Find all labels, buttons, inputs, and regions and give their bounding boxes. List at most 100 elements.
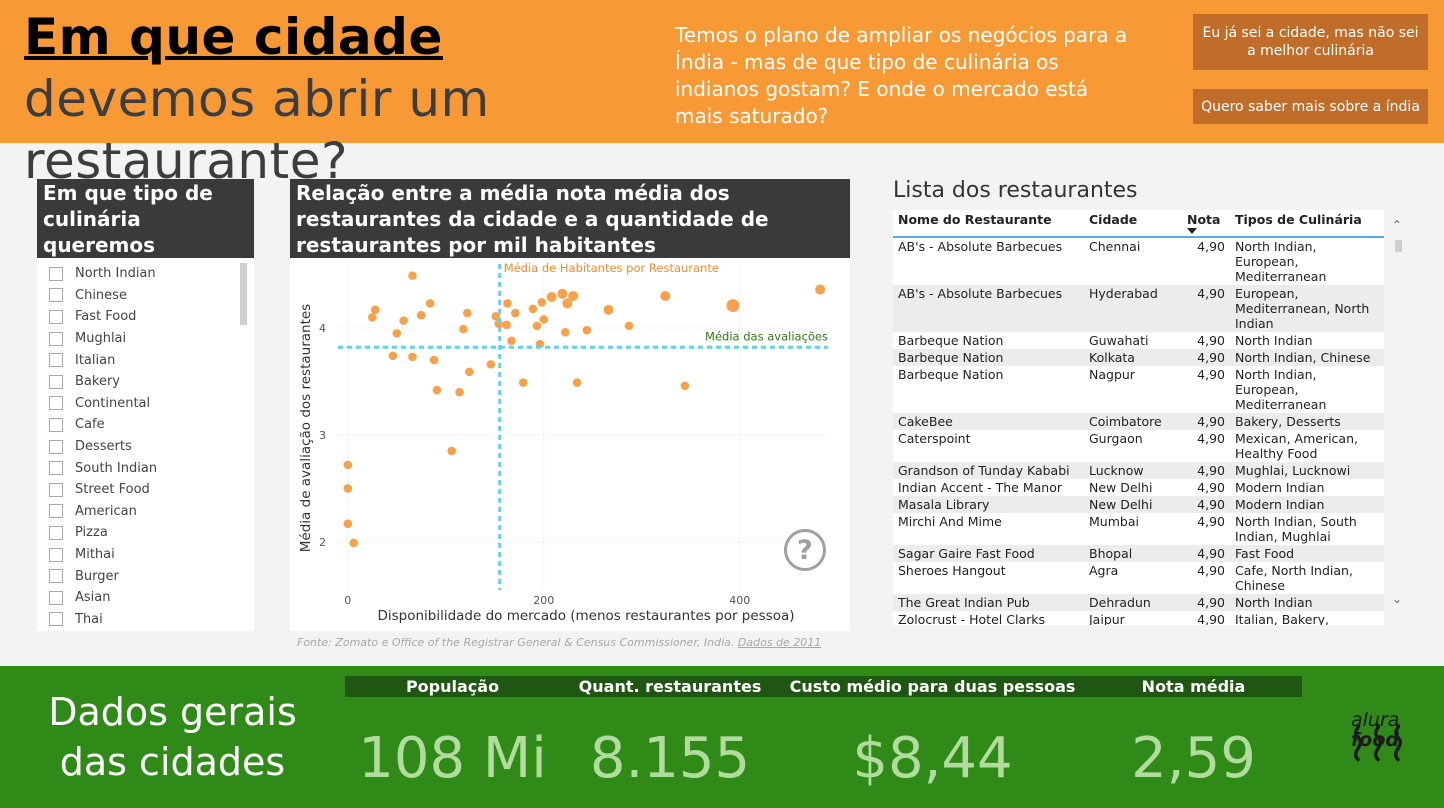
cuisine-filter-label: American xyxy=(75,503,137,519)
checkbox-icon[interactable] xyxy=(49,417,63,432)
cell-city: New Delhi xyxy=(1089,497,1153,512)
table-row[interactable]: AB's - Absolute Barbecues Hyderabad 4,90 Eu… xyxy=(893,285,1384,332)
checkbox-icon[interactable] xyxy=(49,504,63,519)
avg-inhabitants-label: Média de Habitantes por Restaurante xyxy=(504,261,719,275)
cuisine-filter-item[interactable]: North Indian xyxy=(49,263,239,285)
sort-descending-icon xyxy=(1187,228,1197,234)
scroll-up-icon[interactable]: ⌃ xyxy=(1392,218,1403,232)
table-row[interactable]: Barbeque Nation Guwahati 4,90 North Indian xyxy=(893,332,1384,349)
cuisine-filter-item[interactable]: Bakery xyxy=(49,371,239,393)
cuisine-filter-item[interactable]: American xyxy=(49,501,239,523)
cuisine-filter-item[interactable]: Thai xyxy=(49,609,239,631)
kpi-rating-label: Nota média xyxy=(1085,676,1302,697)
checkbox-icon[interactable] xyxy=(49,439,63,454)
table-row[interactable]: The Great Indian Pub Dehradun 4,90 North In… xyxy=(893,594,1384,611)
checkbox-icon[interactable] xyxy=(49,309,63,324)
table-row[interactable]: Zolocrust - Hotel Clarks Amer Jaipur 4,90 I… xyxy=(893,611,1384,625)
checkbox-icon[interactable] xyxy=(49,331,63,346)
cell-restaurant-name: Barbeque Nation xyxy=(898,367,1004,382)
table-row[interactable]: Barbeque Nation Kolkata 4,90 North Indian, … xyxy=(893,349,1384,366)
data-point xyxy=(528,304,538,314)
logo-line-2: food xyxy=(1351,729,1399,751)
help-icon[interactable]: ? xyxy=(784,529,826,571)
checkbox-icon[interactable] xyxy=(49,590,63,605)
cell-city: Mumbai xyxy=(1089,514,1139,529)
filter-scrollbar[interactable] xyxy=(240,263,247,325)
checkbox-icon[interactable] xyxy=(49,353,63,368)
checkbox-icon[interactable] xyxy=(49,525,63,540)
table-row[interactable]: Caterspoint Gurgaon 4,90 Mexican, American,… xyxy=(893,430,1384,462)
data-point xyxy=(343,519,353,529)
x-tick-label: 0 xyxy=(344,594,351,607)
source-link[interactable]: Dados de 2011 xyxy=(737,636,822,649)
data-point xyxy=(582,325,592,335)
cuisine-filter-item[interactable]: Chinese xyxy=(49,285,239,307)
col-header-cuisines[interactable]: Tipos de Culinária xyxy=(1230,210,1384,238)
learn-india-button[interactable]: Quero saber mais sobre a índia xyxy=(1193,89,1428,124)
table-row[interactable]: Mirchi And Mime Mumbai 4,90 North Indian, S… xyxy=(893,513,1384,545)
table-row[interactable]: Indian Accent - The Manor New Delhi 4,90 Mo… xyxy=(893,479,1384,496)
checkbox-icon[interactable] xyxy=(49,612,63,627)
known-city-button[interactable]: Eu já sei a cidade, mas não sei a melhor… xyxy=(1193,14,1428,70)
col-header-name[interactable]: Nome do Restaurante xyxy=(893,210,1084,238)
y-tick-label: 3 xyxy=(319,429,326,442)
checkbox-icon[interactable] xyxy=(49,374,63,389)
cuisine-filter-item[interactable]: Cafe xyxy=(49,414,239,436)
cuisine-filter-label: Fast Food xyxy=(75,309,137,325)
checkbox-icon[interactable] xyxy=(49,482,63,497)
col-header-rating[interactable]: Nota xyxy=(1182,210,1230,238)
table-row[interactable]: Barbeque Nation Nagpur 4,90 North Indian, E… xyxy=(893,366,1384,413)
page-title: Em que cidade devemos abrir um restauran… xyxy=(24,6,664,192)
checkbox-icon[interactable] xyxy=(49,266,63,281)
data-point xyxy=(486,360,496,369)
header: Em que cidade devemos abrir um restauran… xyxy=(0,0,1444,190)
cuisine-filter-item[interactable]: Italian xyxy=(49,349,239,371)
table-row[interactable]: Masala Library New Delhi 4,90 Modern Indian xyxy=(893,496,1384,513)
col-header-city[interactable]: Cidade xyxy=(1084,210,1182,238)
cell-rating: 4,90 xyxy=(1197,497,1225,512)
checkbox-icon[interactable] xyxy=(49,288,63,303)
y-axis-label: Média de avaliação dos restaurantes xyxy=(298,304,314,552)
table-row[interactable]: CakeBee Coimbatore 4,90 Bakery, Desserts xyxy=(893,413,1384,430)
cuisine-filter-panel: Em que tipo de culinária queremos invest… xyxy=(37,179,254,631)
x-axis-label: Disponibilidade do mercado (menos restau… xyxy=(377,608,794,624)
table-row[interactable]: AB's - Absolute Barbecues Chennai 4,90 Nort… xyxy=(893,237,1384,285)
cuisine-filter-item[interactable]: Pizza xyxy=(49,522,239,544)
checkbox-icon[interactable] xyxy=(49,569,63,584)
cell-cuisines: Mughlai, Lucknowi xyxy=(1235,463,1351,478)
scatter-chart-panel: Relação entre a média nota média dos res… xyxy=(290,179,850,631)
logo-line-1: alura xyxy=(1351,709,1400,731)
data-point xyxy=(417,310,426,320)
cuisine-filter-item[interactable]: Mughlai xyxy=(49,328,239,350)
cell-cuisines: North Indian xyxy=(1235,595,1313,610)
cuisine-filter-item[interactable]: Continental xyxy=(49,393,239,415)
data-point xyxy=(491,311,501,321)
cuisine-filter-item[interactable]: Desserts xyxy=(49,436,239,458)
cell-city: Nagpur xyxy=(1089,367,1135,382)
scroll-down-icon[interactable]: ⌄ xyxy=(1392,592,1403,606)
cell-city: Agra xyxy=(1089,563,1119,578)
data-point xyxy=(561,327,570,337)
cuisine-filter-item[interactable]: Burger xyxy=(49,565,239,587)
table-row[interactable]: Sagar Gaire Fast Food Bhopal 4,90 Fast Food xyxy=(893,545,1384,562)
source-text: Fonte: Zomato e Office of the Registrar … xyxy=(297,636,738,649)
cell-rating: 4,90 xyxy=(1197,367,1225,382)
cuisine-filter-item[interactable]: Street Food xyxy=(49,479,239,501)
cuisine-filter-item[interactable]: Asian xyxy=(49,587,239,609)
cuisine-filter-label: Cafe xyxy=(75,417,105,433)
cuisine-filter-item[interactable]: South Indian xyxy=(49,457,239,479)
table-row[interactable]: Sheroes Hangout Agra 4,90 Cafe, North India… xyxy=(893,562,1384,594)
table-scrollbar[interactable] xyxy=(1395,240,1402,252)
cuisine-filter-item[interactable]: Fast Food xyxy=(49,306,239,328)
checkbox-icon[interactable] xyxy=(49,396,63,411)
cell-rating: 4,90 xyxy=(1197,546,1225,561)
cuisine-filter-label: Mughlai xyxy=(75,331,127,347)
data-point xyxy=(463,308,472,318)
data-point xyxy=(392,329,402,338)
steam-icon xyxy=(1354,723,1402,762)
checkbox-icon[interactable] xyxy=(49,461,63,476)
cuisine-filter-item[interactable]: Mithai xyxy=(49,544,239,566)
cell-cuisines: Modern Indian xyxy=(1235,480,1325,495)
checkbox-icon[interactable] xyxy=(49,547,63,562)
table-row[interactable]: Grandson of Tunday Kababi Lucknow 4,90 Mugh… xyxy=(893,462,1384,479)
